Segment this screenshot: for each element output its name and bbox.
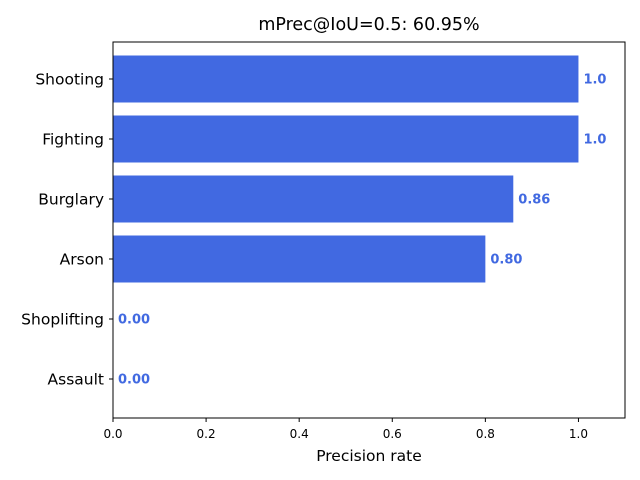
bar-arson [113, 235, 486, 283]
axes-layer [112, 41, 626, 419]
value-label-fighting: 1.0 [583, 133, 606, 148]
x-tick-label-5: 1.0 [569, 427, 588, 441]
value-label-burglary: 0.86 [518, 193, 550, 208]
bar-fighting [113, 115, 579, 163]
value-label-arson: 0.80 [490, 253, 522, 268]
y-tick-label-shoplifting: Shoplifting [21, 311, 104, 329]
x-tick-label-3: 0.6 [383, 427, 402, 441]
x-axis-label: Precision rate [316, 447, 422, 465]
x-ticks-layer: 0.0 0.2 0.4 0.6 0.8 1.0 [103, 418, 588, 441]
y-tick-label-burglary: Burglary [38, 191, 104, 209]
chart-title: mPrec@IoU=0.5: 60.95% [258, 15, 479, 35]
x-tick-label-4: 0.8 [476, 427, 495, 441]
y-tick-label-fighting: Fighting [42, 131, 104, 149]
x-tick-label-1: 0.2 [197, 427, 216, 441]
value-label-shoplifting: 0.00 [118, 313, 150, 328]
value-label-shooting: 1.0 [583, 73, 606, 88]
bar-shooting [113, 55, 579, 103]
value-label-assault: 0.00 [118, 373, 150, 388]
bars-layer [113, 55, 579, 283]
y-tick-label-shooting: Shooting [35, 71, 104, 89]
y-tick-label-assault: Assault [48, 371, 104, 389]
x-tick-label-0: 0.0 [103, 427, 122, 441]
bar-burglary [113, 175, 514, 223]
value-labels-layer: 1.0 1.0 0.86 0.80 0.00 0.00 [118, 73, 606, 388]
x-tick-label-2: 0.4 [290, 427, 309, 441]
y-ticks-layer: Shooting Fighting Burglary Arson Shoplifting… [21, 71, 113, 389]
plot-frame [112, 41, 626, 419]
y-tick-label-arson: Arson [60, 251, 104, 269]
